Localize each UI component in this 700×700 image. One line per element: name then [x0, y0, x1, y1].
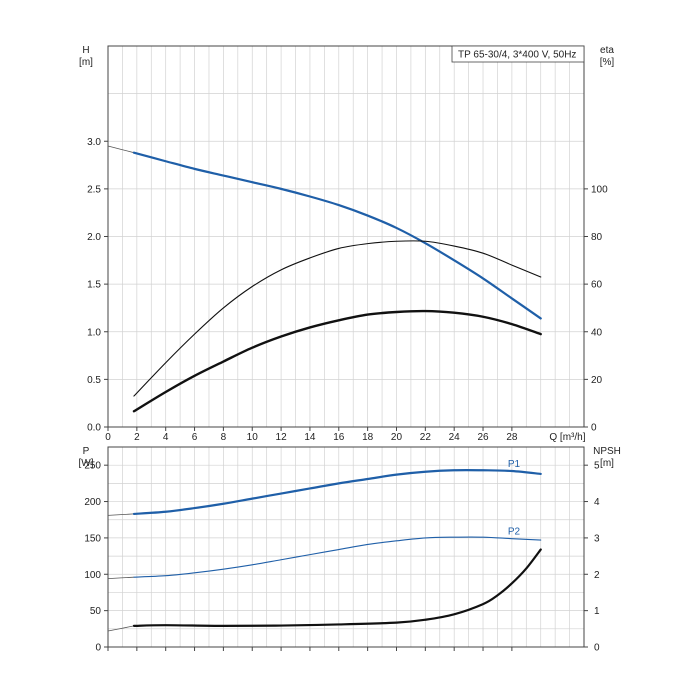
x-tick-label: 14 [304, 432, 316, 443]
x-tick-label: 24 [449, 432, 461, 443]
y-left-tick-label: 0.5 [87, 375, 101, 386]
x-tick-label: 26 [477, 432, 489, 443]
p-axis-tick-label: 50 [90, 606, 102, 617]
y-right-axis-title: eta [600, 45, 614, 56]
x-tick-label: 12 [276, 432, 288, 443]
p-axis-unit: [W] [79, 458, 94, 469]
x-tick-label: 2 [134, 432, 140, 443]
x-tick-label: 16 [333, 432, 345, 443]
lower-curve-3 [132, 548, 542, 628]
curve-label-p2: P2 [508, 527, 521, 538]
y-right-axis-unit: [%] [600, 57, 615, 68]
y-right-tick-label: 20 [591, 375, 603, 386]
x-tick-label: 28 [506, 432, 518, 443]
curve-p1 [132, 469, 542, 516]
upper-curve-2 [133, 240, 542, 397]
y-right-tick-label: 40 [591, 327, 603, 338]
x-tick-label: 22 [420, 432, 432, 443]
lower-curve-extension [107, 625, 135, 632]
y-right-tick-label: 60 [591, 280, 603, 291]
npsh-axis-tick-label: 3 [594, 533, 600, 544]
y-left-axis-title: H [82, 45, 89, 56]
x-tick-label: 20 [391, 432, 403, 443]
npsh-axis-tick-label: 5 [594, 461, 600, 472]
y-left-tick-label: 3.0 [87, 137, 101, 148]
npsh-axis-tick-label: 0 [594, 643, 600, 654]
curve-label-p1: P1 [508, 459, 521, 470]
upper-curve-extension [107, 145, 135, 154]
y-left-axis-unit: [m] [79, 57, 93, 68]
x-axis-label: Q [m³/h] [549, 432, 585, 443]
curve-p2 [133, 536, 542, 578]
x-tick-label: 18 [362, 432, 374, 443]
npsh-axis-tick-label: 1 [594, 606, 600, 617]
x-tick-label: 6 [192, 432, 198, 443]
chart-title: TP 65-30/4, 3*400 V, 50Hz [458, 50, 576, 61]
p-axis-tick-label: 150 [84, 533, 101, 544]
y-left-tick-label: 0.0 [87, 423, 101, 434]
npsh-axis-tick-label: 2 [594, 570, 600, 581]
p-axis-tick-label: 250 [84, 461, 101, 472]
x-tick-label: 0 [105, 432, 111, 443]
lower-plot-frame [107, 446, 585, 648]
p-axis-title: P [83, 446, 90, 457]
p-axis-tick-label: 0 [95, 643, 101, 654]
x-tick-label: 4 [163, 432, 169, 443]
x-tick-label: 8 [221, 432, 227, 443]
y-right-tick-label: 0 [591, 423, 597, 434]
y-left-tick-label: 1.0 [87, 327, 101, 338]
upper-curve-1 [132, 151, 542, 320]
y-right-tick-label: 80 [591, 232, 603, 243]
y-left-tick-label: 1.5 [87, 280, 101, 291]
p-axis-tick-label: 100 [84, 570, 101, 581]
x-tick-label: 10 [247, 432, 259, 443]
y-left-tick-label: 2.5 [87, 184, 101, 195]
npsh-axis-unit: [m] [600, 458, 614, 469]
npsh-axis-tick-label: 4 [594, 497, 600, 508]
chart-title-box [451, 45, 585, 63]
upper-curve-3 [132, 309, 542, 413]
lower-curve-extension [107, 576, 134, 580]
p-axis-tick-label: 200 [84, 497, 101, 508]
y-left-tick-label: 2.0 [87, 232, 101, 243]
npsh-axis-title: NPSH [593, 446, 621, 457]
y-right-tick-label: 100 [591, 184, 608, 195]
lower-curve-extension [107, 513, 134, 516]
